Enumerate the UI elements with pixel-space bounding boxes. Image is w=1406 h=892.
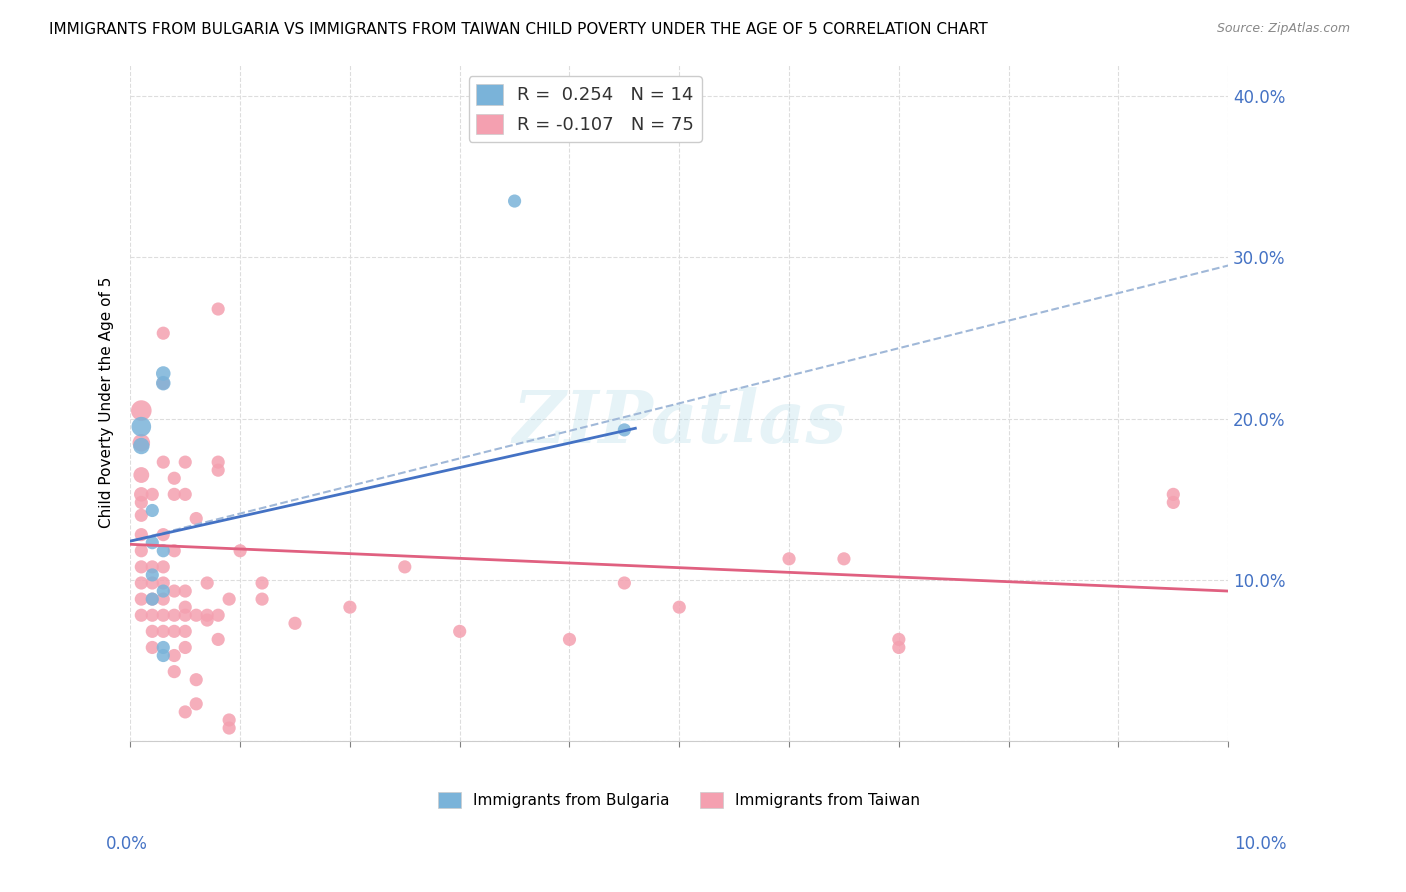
Point bbox=[163, 608, 186, 623]
Point bbox=[229, 543, 252, 558]
Point bbox=[207, 301, 229, 316]
Point bbox=[174, 640, 197, 655]
Point bbox=[186, 697, 208, 711]
Point bbox=[152, 584, 174, 599]
Point bbox=[1161, 487, 1184, 501]
Legend: Immigrants from Bulgaria, Immigrants from Taiwan: Immigrants from Bulgaria, Immigrants fro… bbox=[432, 786, 927, 814]
Point bbox=[131, 576, 153, 591]
Text: ZIPatlas: ZIPatlas bbox=[512, 387, 846, 458]
Point bbox=[152, 592, 174, 607]
Point bbox=[186, 673, 208, 687]
Point bbox=[131, 468, 153, 483]
Point bbox=[141, 592, 163, 607]
Point bbox=[131, 495, 153, 509]
Point bbox=[250, 576, 273, 591]
Point bbox=[218, 721, 240, 735]
Point bbox=[141, 503, 163, 517]
Point bbox=[152, 376, 174, 391]
Point bbox=[152, 326, 174, 341]
Point bbox=[174, 624, 197, 639]
Point bbox=[141, 560, 163, 574]
Point bbox=[131, 508, 153, 523]
Point bbox=[163, 543, 186, 558]
Point bbox=[174, 705, 197, 719]
Point bbox=[141, 535, 163, 549]
Point bbox=[141, 576, 163, 591]
Point bbox=[141, 640, 163, 655]
Point bbox=[207, 632, 229, 647]
Point bbox=[152, 376, 174, 391]
Point bbox=[174, 455, 197, 469]
Point bbox=[558, 632, 581, 647]
Point bbox=[284, 616, 307, 631]
Point bbox=[195, 613, 218, 627]
Point bbox=[152, 608, 174, 623]
Point bbox=[186, 511, 208, 525]
Point bbox=[141, 568, 163, 582]
Point bbox=[131, 435, 153, 450]
Point bbox=[449, 624, 471, 639]
Point bbox=[195, 608, 218, 623]
Y-axis label: Child Poverty Under the Age of 5: Child Poverty Under the Age of 5 bbox=[100, 277, 114, 528]
Point bbox=[131, 419, 153, 434]
Point bbox=[163, 624, 186, 639]
Point bbox=[163, 665, 186, 679]
Text: 10.0%: 10.0% bbox=[1234, 835, 1286, 853]
Point bbox=[174, 584, 197, 599]
Point bbox=[207, 608, 229, 623]
Point bbox=[131, 527, 153, 541]
Point bbox=[207, 455, 229, 469]
Point bbox=[218, 592, 240, 607]
Point bbox=[207, 463, 229, 477]
Point bbox=[152, 455, 174, 469]
Point bbox=[141, 592, 163, 607]
Point bbox=[887, 632, 910, 647]
Point bbox=[152, 648, 174, 663]
Point bbox=[163, 584, 186, 599]
Point bbox=[152, 624, 174, 639]
Point bbox=[152, 543, 174, 558]
Point bbox=[152, 560, 174, 574]
Point bbox=[668, 600, 690, 615]
Point bbox=[195, 576, 218, 591]
Point bbox=[832, 551, 855, 566]
Point bbox=[131, 543, 153, 558]
Point bbox=[1161, 495, 1184, 509]
Point bbox=[141, 487, 163, 501]
Point bbox=[174, 487, 197, 501]
Point bbox=[163, 648, 186, 663]
Point bbox=[613, 423, 636, 437]
Point bbox=[339, 600, 361, 615]
Point bbox=[152, 367, 174, 381]
Text: 0.0%: 0.0% bbox=[105, 835, 148, 853]
Text: Source: ZipAtlas.com: Source: ZipAtlas.com bbox=[1216, 22, 1350, 36]
Point bbox=[131, 439, 153, 453]
Point bbox=[503, 194, 526, 208]
Point bbox=[887, 640, 910, 655]
Point bbox=[186, 608, 208, 623]
Point bbox=[141, 624, 163, 639]
Point bbox=[778, 551, 800, 566]
Point bbox=[152, 527, 174, 541]
Point bbox=[163, 487, 186, 501]
Text: IMMIGRANTS FROM BULGARIA VS IMMIGRANTS FROM TAIWAN CHILD POVERTY UNDER THE AGE O: IMMIGRANTS FROM BULGARIA VS IMMIGRANTS F… bbox=[49, 22, 988, 37]
Point bbox=[218, 713, 240, 727]
Point bbox=[152, 576, 174, 591]
Point bbox=[163, 471, 186, 485]
Point bbox=[394, 560, 416, 574]
Point bbox=[131, 560, 153, 574]
Point bbox=[174, 600, 197, 615]
Point bbox=[131, 608, 153, 623]
Point bbox=[174, 608, 197, 623]
Point bbox=[250, 592, 273, 607]
Point bbox=[131, 487, 153, 501]
Point bbox=[131, 403, 153, 417]
Point bbox=[141, 608, 163, 623]
Point bbox=[152, 640, 174, 655]
Point bbox=[131, 592, 153, 607]
Point bbox=[613, 576, 636, 591]
